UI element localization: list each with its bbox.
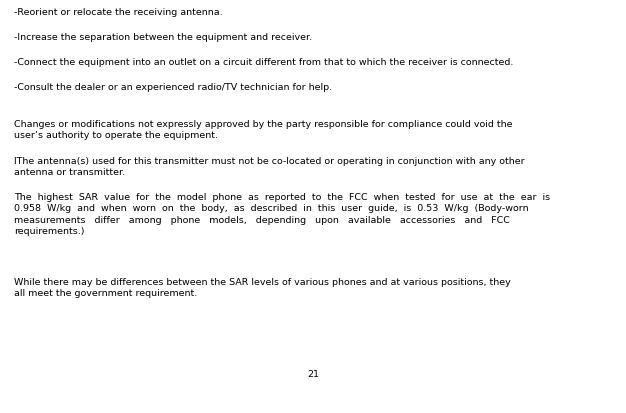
Text: -Reorient or relocate the receiving antenna.: -Reorient or relocate the receiving ante…	[14, 8, 222, 17]
Text: user’s authority to operate the equipment.: user’s authority to operate the equipmen…	[14, 131, 218, 140]
Text: lThe antenna(s) used for this transmitter must not be co-located or operating in: lThe antenna(s) used for this transmitte…	[14, 157, 525, 166]
Text: all meet the government requirement.: all meet the government requirement.	[14, 290, 197, 299]
Text: antenna or transmitter.: antenna or transmitter.	[14, 169, 125, 178]
Text: Changes or modifications not expressly approved by the party responsible for com: Changes or modifications not expressly a…	[14, 120, 512, 129]
Text: 0.958  W/kg  and  when  worn  on  the  body,  as  described  in  this  user  gui: 0.958 W/kg and when worn on the body, as…	[14, 204, 528, 214]
Text: 21: 21	[307, 370, 319, 379]
Text: -Connect the equipment into an outlet on a circuit different from that to which : -Connect the equipment into an outlet on…	[14, 58, 513, 67]
Text: While there may be differences between the SAR levels of various phones and at v: While there may be differences between t…	[14, 278, 511, 287]
Text: measurements   differ   among   phone   models,   depending   upon   available  : measurements differ among phone models, …	[14, 216, 510, 225]
Text: -Increase the separation between the equipment and receiver.: -Increase the separation between the equ…	[14, 33, 312, 42]
Text: The  highest  SAR  value  for  the  model  phone  as  reported  to  the  FCC  wh: The highest SAR value for the model phon…	[14, 193, 550, 202]
Text: requirements.): requirements.)	[14, 228, 85, 237]
Text: -Consult the dealer or an experienced radio/TV technician for help.: -Consult the dealer or an experienced ra…	[14, 83, 332, 92]
